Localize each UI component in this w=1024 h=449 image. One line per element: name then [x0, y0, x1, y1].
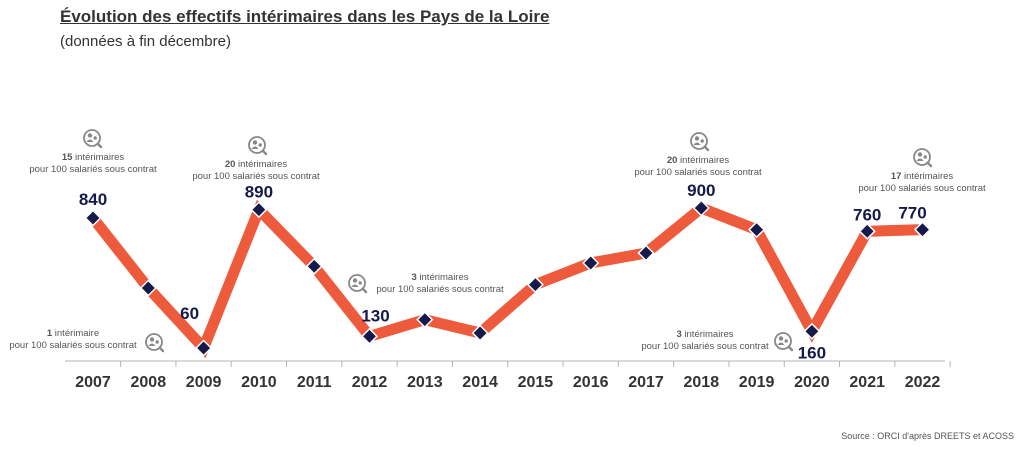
data-point-2011 [305, 257, 323, 275]
data-point-2013 [416, 311, 434, 329]
data-label-2018: 900 [687, 181, 715, 200]
annotation-line2-2020: pour 100 salariés sous contrat [641, 341, 769, 352]
annotation-number: 20 [225, 159, 236, 170]
data-point-2015 [526, 276, 544, 294]
annotation-line2-2010: pour 100 salariés sous contrat [192, 171, 320, 182]
x-tick-label: 2010 [241, 374, 277, 391]
data-point-2008 [139, 279, 157, 297]
annotation-number: 3 [676, 329, 681, 340]
x-axis: 2007 2008 2009 2010 2011 2012 2013 2014 2015 2016… [65, 360, 951, 391]
x-tick-label: 2009 [186, 374, 222, 391]
x-tick-label: 2022 [905, 374, 941, 391]
annotation-number: 3 [411, 272, 416, 283]
x-tick-label: 2017 [628, 374, 664, 391]
annotation-line1-2009: 1 intérimaire [47, 328, 99, 339]
series-line-path [88, 199, 923, 359]
annotation-line2-2007: pour 100 salariés sous contrat [29, 164, 157, 175]
annotation-line2-2022: pour 100 salariés sous contrat [858, 183, 986, 194]
annotation-number: 17 [891, 171, 902, 182]
x-tick-label: 2019 [739, 374, 775, 391]
data-label-2009: 60 [180, 304, 199, 323]
annotation-line2-2012: pour 100 salariés sous contrat [376, 284, 504, 295]
data-point-2016 [582, 254, 600, 272]
x-tick-label: 2015 [518, 374, 554, 391]
annotation-number: 15 [62, 152, 73, 163]
annotation-line1-2007: 15 intérimaires [62, 152, 125, 163]
data-point-2014 [471, 324, 489, 342]
annotation-line1-2012: 3 intérimaires [411, 272, 468, 283]
people-search-icon [913, 148, 933, 168]
data-point-2021 [858, 222, 876, 240]
x-tick-label: 2007 [75, 374, 111, 391]
data-point-2018 [692, 199, 710, 217]
x-tick-label: 2012 [352, 374, 388, 391]
annotation-line1-2018: 20 intérimaires [667, 155, 730, 166]
people-search-icon [145, 333, 165, 353]
chart-subtitle: (données à fin décembre) [60, 33, 231, 50]
x-tick-label: 2020 [794, 374, 830, 391]
source-note: Source : ORCI d'après DREETS et ACOSS [841, 431, 1014, 441]
data-label-2022: 770 [898, 204, 926, 223]
annotation-number: 20 [667, 155, 678, 166]
x-tick-label: 2021 [849, 374, 885, 391]
people-search-icon [774, 332, 794, 352]
data-label-2010: 890 [245, 183, 273, 202]
x-tick-label: 2014 [462, 374, 498, 391]
people-search-icon [248, 136, 268, 156]
data-point-2009 [195, 339, 213, 357]
people-search-icon [348, 274, 368, 294]
people-search-icon [690, 132, 710, 152]
data-point-2007 [84, 209, 102, 227]
annotation-line2-2009: pour 100 salariés sous contrat [9, 340, 137, 351]
annotation-number: 1 [47, 328, 53, 339]
data-point-2017 [637, 244, 655, 262]
annotation-line1-2022: 17 intérimaires [891, 171, 954, 182]
annotation-line1-2020: 3 intérimaires [676, 329, 733, 340]
data-point-2012 [360, 327, 379, 345]
chart-title: Évolution des effectifs intérimaires dan… [60, 7, 550, 26]
annotation-line2-2018: pour 100 salariés sous contrat [634, 167, 762, 178]
data-point-2010 [250, 201, 268, 219]
x-tick-label: 2008 [131, 374, 167, 391]
people-search-icon [83, 129, 103, 149]
series-line [88, 199, 923, 359]
data-points [84, 199, 932, 357]
x-tick-label: 2016 [573, 374, 609, 391]
data-label-2020: 160 [798, 343, 826, 362]
data-point-2020 [803, 322, 821, 340]
data-label-2007: 840 [79, 190, 107, 209]
x-tick-label: 2011 [297, 374, 332, 391]
data-label-2012: 130 [361, 306, 389, 325]
data-point-2022 [913, 221, 932, 239]
x-tick-label: 2018 [684, 374, 720, 391]
data-labels: 840 60 890 130 900 160 760 770 [79, 181, 927, 362]
data-point-2019 [748, 221, 766, 239]
annotation-line1-2010: 20 intérimaires [225, 159, 288, 170]
x-tick-label: 2013 [407, 374, 443, 391]
data-label-2021: 760 [853, 205, 881, 224]
